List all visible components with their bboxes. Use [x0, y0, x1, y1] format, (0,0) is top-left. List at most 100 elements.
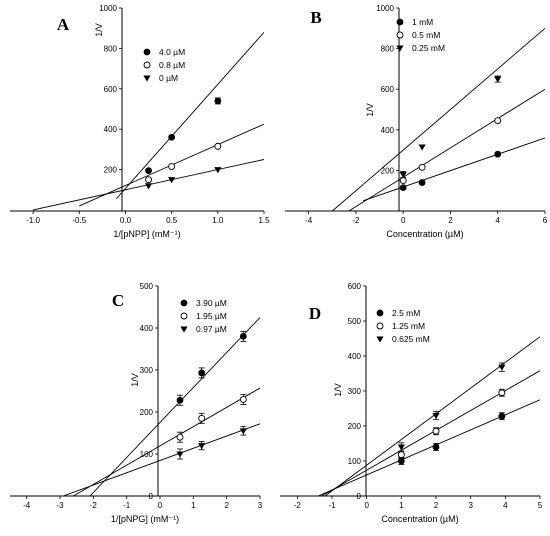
series-0	[115, 31, 264, 200]
panel-letter: B	[310, 8, 321, 27]
y-tick-label: 200	[348, 422, 362, 431]
y-tick-label: 400	[381, 126, 395, 135]
fit-line	[89, 317, 260, 496]
y-tick-label: 0	[357, 492, 362, 501]
series-2	[32, 159, 264, 211]
data-point	[176, 433, 184, 441]
data-point	[397, 444, 405, 451]
x-tick-label: 0.0	[120, 216, 132, 225]
y-tick-label: 200	[104, 166, 118, 175]
data-point	[239, 332, 247, 340]
series-0	[362, 137, 545, 202]
data-point	[176, 451, 184, 458]
y-axis-label: 1/V	[130, 373, 140, 387]
data-point	[399, 177, 407, 185]
data-point	[432, 427, 440, 435]
x-tick-label: 0	[364, 501, 369, 510]
legend-entry: 2.5 mM	[392, 308, 420, 318]
y-axis-label: 1/V	[333, 383, 343, 397]
x-tick-label: -0.5	[72, 216, 86, 225]
y-tick-label: 800	[104, 44, 118, 53]
data-point	[168, 133, 176, 141]
y-axis-label: 1/V	[94, 23, 104, 37]
data-point	[399, 184, 407, 192]
y-tick-label: 300	[140, 366, 154, 375]
x-tick-label: 2	[434, 501, 439, 510]
data-point	[144, 183, 153, 190]
legend: 1 mM 0.5 mM 0.25 mM	[396, 17, 445, 53]
legend-entry: 1.25 mM	[392, 321, 425, 331]
y-tick-label: 400	[140, 324, 154, 333]
y-tick-label: 200	[381, 166, 395, 175]
fit-line	[331, 27, 545, 211]
x-tick-label: -2	[294, 501, 302, 510]
series-2	[331, 27, 545, 211]
data-point	[168, 177, 176, 184]
data-point	[418, 163, 426, 171]
legend-marker	[396, 31, 404, 39]
x-tick-label: 1.5	[258, 216, 270, 225]
legend-marker	[143, 75, 151, 82]
series-0	[317, 399, 540, 496]
x-tick-label: 4	[496, 216, 501, 225]
y-axis-label: 1/V	[365, 103, 375, 117]
x-tick-label: -1	[328, 501, 336, 510]
legend: 2.5 mM 1.25 mM 0.625 mM	[376, 308, 430, 344]
data-point	[399, 171, 407, 179]
x-tick-label: 4	[503, 501, 508, 510]
x-tick-label: 5	[538, 501, 543, 510]
legend-entry: 0.8 µM	[159, 60, 185, 70]
y-tick-label: 400	[348, 352, 362, 361]
fit-line	[362, 137, 545, 202]
data-point	[198, 369, 206, 377]
fit-line	[63, 423, 260, 496]
x-tick-label: -1.0	[26, 216, 40, 225]
y-tick-label: 1000	[99, 4, 117, 13]
legend: 3.90 µM 1.95 µM 0.97 µM	[180, 298, 227, 334]
legend-marker	[376, 336, 384, 343]
y-tick-label: 500	[348, 317, 362, 326]
y-tick-label: 800	[381, 45, 395, 54]
data-point	[176, 396, 184, 404]
x-tick-label: 6	[543, 216, 548, 225]
data-point	[198, 443, 206, 450]
x-tick-label: 3	[468, 501, 473, 510]
data-point	[494, 117, 502, 125]
data-point	[494, 76, 502, 83]
legend-entry: 1.95 µM	[196, 311, 227, 321]
data-point	[145, 176, 152, 184]
legend-entry: 0.5 mM	[412, 30, 440, 40]
y-tick-label: 0	[149, 492, 154, 501]
fit-line	[317, 399, 540, 496]
x-axis-label: 1/[pNPG] (mM⁻¹)	[111, 514, 179, 524]
y-tick-label: 500	[140, 282, 154, 291]
data-point	[239, 428, 247, 435]
data-point	[498, 364, 506, 371]
x-tick-label: 2	[448, 216, 453, 225]
data-point	[432, 412, 440, 420]
series-0	[89, 317, 260, 496]
series-2	[324, 336, 540, 496]
legend-entry: 0.625 mM	[392, 334, 430, 344]
legend-marker	[143, 48, 151, 56]
x-tick-label: -4	[305, 216, 313, 225]
y-tick-label: 600	[381, 85, 395, 94]
y-tick-label: 1000	[376, 4, 394, 13]
data-point	[432, 443, 440, 451]
x-axis-label: 1/[pNPP] (mM⁻¹)	[113, 229, 180, 239]
legend-entry: 0 µM	[159, 73, 178, 83]
x-axis-label: Concentration (µM)	[386, 229, 463, 239]
data-point	[214, 167, 222, 174]
series-1	[79, 123, 264, 207]
x-tick-label: 2	[224, 501, 229, 510]
y-tick-label: 100	[348, 457, 362, 466]
data-point	[239, 395, 247, 403]
y-tick-label: 300	[348, 387, 362, 396]
x-tick-label: 1	[191, 501, 196, 510]
data-point	[418, 179, 426, 186]
series-1	[321, 370, 540, 496]
legend-entry: 0.97 µM	[196, 324, 227, 334]
legend-marker	[180, 312, 188, 320]
fit-line	[348, 88, 545, 211]
